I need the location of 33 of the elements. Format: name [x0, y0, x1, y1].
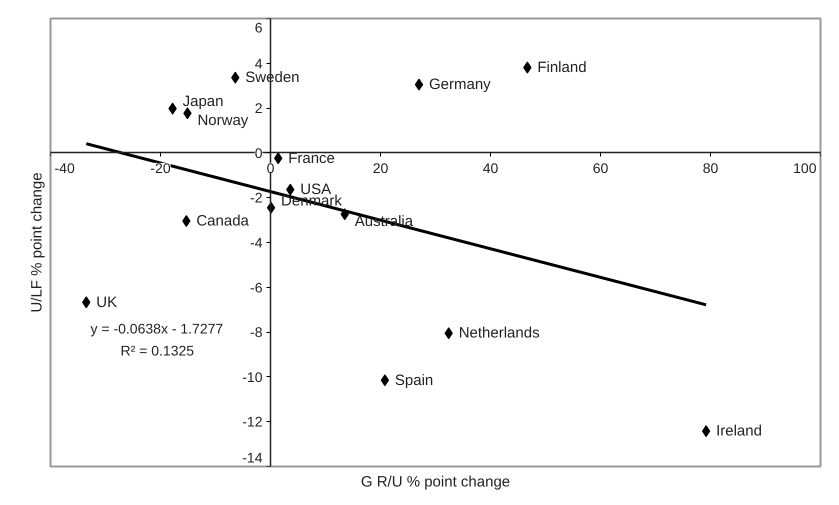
- x-tick-label: 100: [793, 160, 817, 176]
- x-tick-label: 60: [592, 160, 608, 176]
- annotation: R² = 0.1325: [120, 342, 194, 358]
- annotation: Germany: [429, 76, 492, 94]
- y-tick-label: -2: [250, 190, 263, 206]
- x-tick-label: -40: [54, 160, 75, 176]
- x-tick-label: -20: [150, 160, 171, 176]
- annotation: Spain: [394, 372, 434, 389]
- annotation: Norway: [197, 112, 249, 129]
- y-tick-label: 2: [254, 100, 263, 116]
- y-tick-label: 4: [254, 55, 263, 72]
- y-tick-label: -4: [250, 234, 263, 250]
- x-tick-label: 80: [702, 160, 718, 176]
- x-tick-label: 40: [482, 160, 498, 176]
- x-tick-label: 20: [372, 160, 388, 176]
- annotation: France: [288, 150, 335, 167]
- x-axis-title: G R/U % point change: [360, 474, 510, 490]
- annotation: Japan: [182, 93, 224, 110]
- annotation: Finland: [537, 59, 587, 76]
- y-tick-label: 6: [254, 20, 263, 36]
- y-tick-label: -8: [250, 324, 263, 340]
- annotation: Ireland: [716, 422, 762, 440]
- y-tick-label: 0: [254, 144, 263, 161]
- y-tick-label: -10: [242, 368, 263, 385]
- annotation: Canada: [196, 212, 250, 230]
- annotation: Netherlands: [458, 324, 540, 342]
- y-tick-label: -14: [242, 450, 263, 466]
- x-tick-label: 0: [266, 160, 275, 176]
- annotation: UK: [96, 294, 118, 311]
- y-tick-label: -6: [250, 279, 263, 296]
- y-axis-title: U/LF % point change: [28, 172, 46, 313]
- annotation: y = -0.0638x - 1.7277: [90, 320, 224, 336]
- y-tick-label: -12: [242, 414, 263, 430]
